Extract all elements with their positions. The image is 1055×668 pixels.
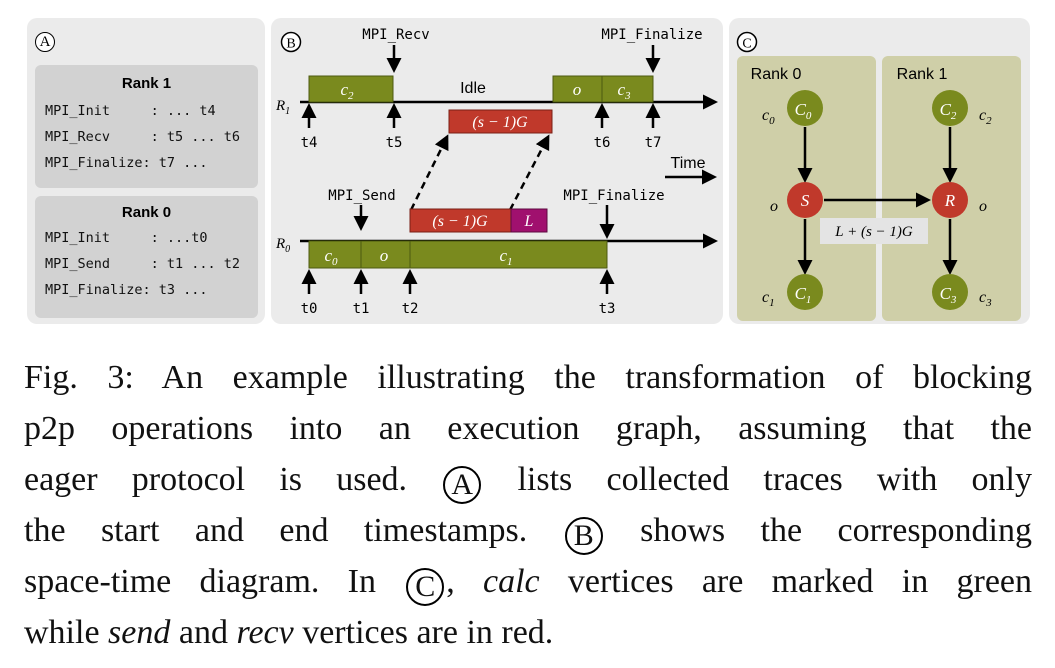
caption-circle-a: A — [443, 465, 482, 504]
caption-line-5: space-time diagram. In C, calc vertices … — [24, 556, 1032, 607]
caption-line-5-a: space-time diagram. In — [24, 563, 376, 600]
space-time-diagram: B MPI_Recv MPI_Finalize R1 c2 Idle o c3 … — [275, 18, 1030, 324]
bar-c3 — [601, 75, 654, 103]
caption-send-word: send — [108, 614, 171, 651]
panel-c-label: C — [742, 37, 751, 52]
node-c2-label: C2 — [940, 100, 957, 122]
r0-label: R0 — [275, 236, 290, 255]
rank0-trace-line-init: MPI_Init : ...t0 — [45, 230, 208, 246]
rank0-column-title: Rank 0 — [751, 66, 802, 83]
side-label-c0: c0 — [762, 107, 775, 127]
edge-label-box — [820, 218, 928, 244]
node-c1-label: C1 — [795, 284, 812, 306]
caption-calc-word: calc — [482, 563, 540, 600]
edge-label: L + (s − 1)G — [834, 224, 913, 240]
rank0-trace-box: Rank 0 MPI_Init : ...t0 MPI_Send : t1 ..… — [35, 196, 258, 318]
mpi-finalize-top-label: MPI_Finalize — [601, 27, 702, 43]
caption-recv-word: recv — [236, 614, 294, 651]
bar-c2-label: c2 — [340, 80, 354, 102]
mpi-recv-label: MPI_Recv — [362, 27, 429, 43]
node-c0 — [787, 90, 823, 126]
rank1-trace-line-recv: MPI_Recv : t5 ... t6 — [45, 129, 241, 145]
side-label-c2: c2 — [979, 107, 992, 127]
side-label-c3: c3 — [979, 289, 992, 309]
bar-o-bottom-label: o — [380, 246, 389, 265]
node-c3 — [932, 274, 968, 310]
bar-c3-label: c3 — [617, 80, 631, 102]
rank1-trace-box: Rank 1 MPI_Init : ... t4 MPI_Recv : t5 .… — [35, 65, 258, 188]
panel-a-label: A — [35, 32, 55, 52]
side-label-c1: c1 — [762, 289, 775, 309]
bar-c1 — [409, 240, 608, 269]
latency-box — [510, 208, 548, 233]
gap-box-bottom-label: (s − 1)G — [432, 213, 488, 230]
message-arrow-2 — [508, 134, 550, 211]
caption-circle-b: B — [564, 516, 603, 555]
node-s-label: S — [801, 191, 810, 210]
idle-label: Idle — [460, 80, 486, 97]
bar-c0-label: c0 — [324, 246, 338, 268]
caption-line-4-a: the start and end timestamps. — [24, 512, 528, 549]
rank1-column-title: Rank 1 — [897, 66, 948, 83]
tick-t5: t5 — [386, 135, 403, 151]
node-c0-label: C0 — [795, 100, 812, 122]
panel-c-label-circle — [736, 31, 758, 53]
node-r — [932, 182, 968, 218]
tick-t1: t1 — [353, 301, 370, 317]
node-c1 — [787, 274, 823, 310]
caption-line-4-b: shows the corresponding — [640, 512, 1033, 549]
tick-t0: t0 — [301, 301, 318, 317]
node-c3-label: C3 — [940, 284, 957, 306]
caption-line-6: while send and recv vertices are in red. — [24, 607, 1032, 658]
caption-line-6-e: vertices are in red. — [302, 614, 554, 651]
rank1-trace-line-finalize: MPI_Finalize: t7 ... — [45, 155, 208, 171]
tick-t3: t3 — [599, 301, 616, 317]
rank1-trace-title: Rank 1 — [121, 75, 172, 92]
latency-box-label: L — [524, 213, 534, 230]
caption-line-3-b: lists collected traces with only — [517, 461, 1033, 498]
caption-line-3-a: eager protocol is used. — [24, 461, 408, 498]
figure-caption: Fig. 3: An example illustrating the tran… — [24, 352, 1032, 658]
bar-c0 — [308, 240, 362, 269]
bar-o-top — [552, 75, 603, 103]
caption-line-5-comma: , — [446, 563, 455, 600]
caption-line-1: Fig. 3: An example illustrating the tran… — [24, 359, 1032, 396]
bar-c2 — [308, 75, 394, 103]
rank0-trace-title: Rank 0 — [121, 204, 172, 221]
bar-o-bottom — [360, 240, 411, 269]
time-label: Time — [671, 155, 706, 172]
gap-box-top — [448, 109, 553, 134]
side-label-o-right: o — [979, 198, 987, 215]
r1-label: R1 — [275, 98, 290, 117]
node-s — [787, 182, 823, 218]
message-arrow-1 — [409, 134, 449, 211]
bar-o-top-label: o — [573, 80, 582, 99]
node-c2 — [932, 90, 968, 126]
caption-line-5-d: vertices are marked in green — [567, 563, 1032, 600]
panel-b-label-circle — [280, 31, 302, 53]
gap-box-top-label: (s − 1)G — [472, 114, 528, 131]
caption-line-6-a: while — [24, 614, 100, 651]
tick-t6: t6 — [594, 135, 611, 151]
rank0-trace-line-send: MPI_Send : t1 ... t2 — [45, 256, 241, 272]
panel-b-label: B — [286, 37, 295, 52]
rank0-trace-line-finalize: MPI_Finalize: t3 ... — [45, 282, 208, 298]
caption-line-2: p2p operations into an execution graph, … — [24, 410, 1032, 447]
panel-a: A Rank 1 MPI_Init : ... t4 MPI_Recv : t5… — [27, 18, 265, 324]
tick-t2: t2 — [402, 301, 419, 317]
rank1-trace-line-init: MPI_Init : ... t4 — [45, 103, 216, 119]
side-label-o-left: o — [770, 198, 778, 215]
caption-circle-c: C — [406, 567, 445, 606]
bar-c1-label: c1 — [499, 246, 512, 268]
node-r-label: R — [944, 191, 956, 210]
tick-t4: t4 — [301, 135, 318, 151]
caption-line-6-c: and — [178, 614, 228, 651]
caption-line-4: the start and end timestamps. B shows th… — [24, 505, 1032, 556]
mpi-finalize-bottom-label: MPI_Finalize — [563, 188, 664, 204]
mpi-send-label: MPI_Send — [328, 188, 395, 204]
tick-t7: t7 — [645, 135, 662, 151]
caption-line-3: eager protocol is used. A lists collecte… — [24, 454, 1032, 505]
